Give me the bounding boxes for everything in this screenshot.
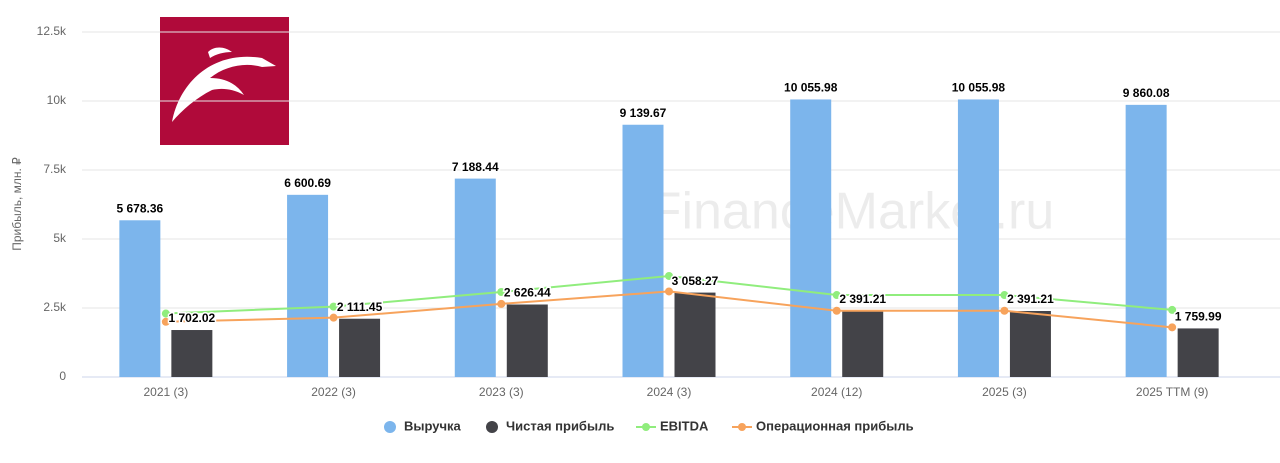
data-label: 1 702.02 — [168, 311, 215, 325]
legend-symbol — [384, 421, 396, 433]
data-label: 9 860.08 — [1123, 86, 1170, 100]
bar — [790, 99, 832, 377]
legend-label: Выручка — [404, 418, 462, 433]
bar — [1125, 104, 1167, 378]
logo — [160, 17, 289, 145]
point — [1000, 306, 1009, 315]
point — [161, 317, 170, 326]
x-tick-label: 2023 (3) — [479, 385, 524, 399]
point — [161, 309, 170, 318]
data-label: 7 188.44 — [452, 160, 499, 174]
bar — [842, 311, 884, 377]
legend-symbol — [642, 423, 650, 431]
point — [832, 291, 841, 300]
bar — [674, 292, 716, 377]
x-tick-label: 2022 (3) — [311, 385, 356, 399]
bar — [622, 124, 664, 377]
data-label: 10 055.98 — [952, 81, 1006, 95]
y-tick-label: 2.5k — [43, 300, 67, 314]
data-label: 2 626.44 — [504, 286, 551, 300]
bar — [957, 99, 999, 377]
point — [1000, 291, 1009, 300]
data-label: 6 600.69 — [284, 176, 331, 190]
legend-symbol — [738, 423, 746, 431]
point — [1168, 305, 1177, 314]
point — [1168, 323, 1177, 332]
point — [665, 271, 673, 280]
x-tick-label: 2024 (3) — [647, 385, 692, 399]
bar — [119, 220, 161, 377]
x-tick-label: 2025 (3) — [982, 385, 1027, 399]
x-tick-label: 2024 (12) — [811, 385, 862, 399]
bar — [506, 304, 548, 377]
y-tick-label: 7.5k — [43, 162, 67, 176]
point — [329, 313, 338, 322]
data-label: 2 111.45 — [337, 300, 383, 314]
legend-label: EBITDA — [660, 418, 709, 433]
bar — [454, 178, 496, 377]
data-label: 9 139.67 — [620, 106, 667, 120]
y-tick-label: 10k — [47, 93, 67, 107]
point — [665, 287, 673, 296]
bar — [339, 318, 381, 377]
y-tick-label: 0 — [59, 369, 66, 383]
x-tick-label: 2025 TTM (9) — [1136, 385, 1208, 399]
data-label: 3 058.27 — [672, 274, 719, 288]
x-tick-label: 2021 (3) — [144, 385, 189, 399]
point — [497, 287, 506, 296]
bar — [1009, 311, 1051, 377]
point — [832, 306, 841, 315]
legend-label: Чистая прибыль — [506, 418, 614, 433]
data-label: 2 391.21 — [1007, 292, 1054, 306]
legend-label: Операционная прибыль — [756, 418, 914, 433]
legend-symbol — [486, 421, 498, 433]
data-label: 5 678.36 — [116, 201, 163, 215]
bar — [171, 330, 213, 377]
data-label: 2 391.21 — [839, 292, 886, 306]
data-label: 1 759.99 — [1175, 310, 1222, 324]
y-tick-label: 5k — [53, 231, 67, 245]
data-label: 10 055.98 — [784, 81, 838, 95]
point — [497, 299, 506, 308]
y-tick-label: 12.5k — [37, 24, 67, 38]
y-axis-label: Прибыль, млн. ₽ — [10, 157, 24, 251]
bar — [1177, 328, 1219, 377]
bar — [287, 194, 329, 377]
point — [329, 302, 338, 311]
